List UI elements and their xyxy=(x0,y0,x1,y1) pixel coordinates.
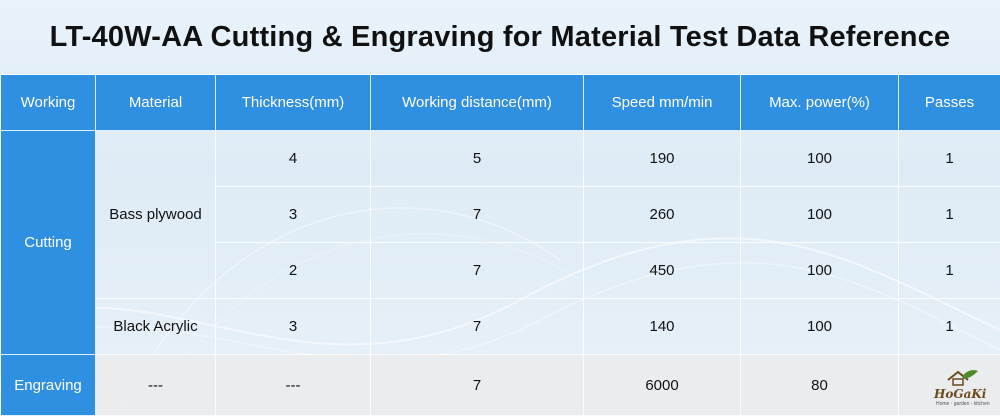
distance-cell: 7 xyxy=(371,243,584,299)
house-leaf-icon xyxy=(944,368,984,388)
logo-brand-text: HoGaKi xyxy=(934,387,986,401)
speed-cell: 140 xyxy=(584,299,741,355)
header-max-power: Max. power(%) xyxy=(741,75,899,131)
header-passes: Passes xyxy=(899,75,1000,131)
header-thickness: Thickness(mm) xyxy=(216,75,371,131)
thickness-cell: 3 xyxy=(216,299,371,355)
logo-tagline: Home · garden · kitchen xyxy=(936,401,990,407)
passes-cell: 1 xyxy=(899,187,1000,243)
speed-cell: 260 xyxy=(584,187,741,243)
table-row: Cutting Bass plywood 4 5 190 100 1 xyxy=(1,131,1000,187)
thickness-cell: --- xyxy=(216,355,371,416)
distance-cell: 7 xyxy=(371,355,584,416)
working-engraving-cell: Engraving xyxy=(1,355,96,416)
material-cell: Bass plywood xyxy=(96,131,216,299)
speed-cell: 450 xyxy=(584,243,741,299)
material-test-table: Working Material Thickness(mm) Working d… xyxy=(0,74,1000,416)
passes-cell: 1 xyxy=(899,243,1000,299)
thickness-cell: 4 xyxy=(216,131,371,187)
table-row: Engraving --- --- 7 6000 80 xyxy=(1,355,1000,416)
power-cell: 100 xyxy=(741,243,899,299)
table-row: Black Acrylic 3 7 140 100 1 xyxy=(1,299,1000,355)
distance-cell: 7 xyxy=(371,187,584,243)
speed-cell: 6000 xyxy=(584,355,741,416)
working-cutting-cell: Cutting xyxy=(1,131,96,355)
distance-cell: 7 xyxy=(371,299,584,355)
speed-cell: 190 xyxy=(584,131,741,187)
power-cell: 100 xyxy=(741,187,899,243)
passes-cell: 1 xyxy=(899,299,1000,355)
thickness-cell: 3 xyxy=(216,187,371,243)
page-title: LT-40W-AA Cutting & Engraving for Materi… xyxy=(0,0,1000,74)
header-working-distance: Working distance(mm) xyxy=(371,75,584,131)
material-cell: --- xyxy=(96,355,216,416)
material-cell: Black Acrylic xyxy=(96,299,216,355)
power-cell: 100 xyxy=(741,131,899,187)
power-cell: 100 xyxy=(741,299,899,355)
thickness-cell: 2 xyxy=(216,243,371,299)
header-row: Working Material Thickness(mm) Working d… xyxy=(1,75,1000,131)
distance-cell: 5 xyxy=(371,131,584,187)
brand-logo: HoGaKi Home · garden · kitchen xyxy=(932,368,994,408)
power-cell: 80 xyxy=(741,355,899,416)
passes-cell: 1 xyxy=(899,131,1000,187)
header-working: Working xyxy=(1,75,96,131)
header-speed: Speed mm/min xyxy=(584,75,741,131)
header-material: Material xyxy=(96,75,216,131)
